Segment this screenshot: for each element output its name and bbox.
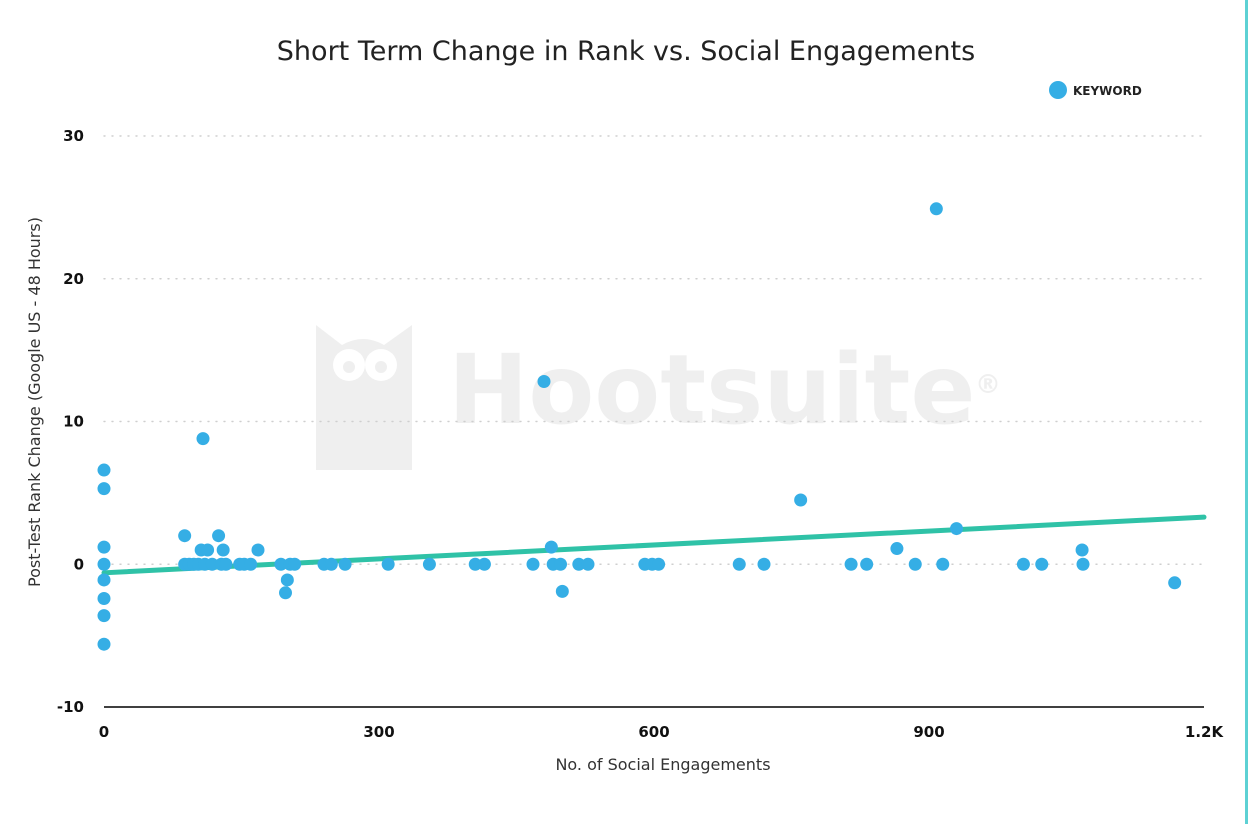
data-point (97, 573, 111, 587)
data-point (279, 586, 292, 600)
data-point (1168, 576, 1182, 590)
data-points (97, 202, 1182, 651)
y-tick-label: 0 (74, 555, 84, 573)
x-tick-label: 300 (363, 723, 394, 741)
data-point (97, 609, 111, 623)
data-point (97, 637, 111, 651)
data-point (216, 543, 230, 557)
right-edge-accent (1245, 0, 1248, 824)
y-axis-label: Post-Test Rank Change (Google US - 48 Ho… (25, 217, 44, 587)
x-axis-ticks: 0 300 600 900 1.2K (99, 723, 1225, 741)
data-point (288, 557, 302, 571)
y-tick-label: 30 (63, 127, 84, 145)
watermark-text: Hootsuite (448, 334, 976, 446)
data-point (196, 432, 210, 446)
data-point (468, 557, 482, 571)
chart-title: Short Term Change in Rank vs. Social Eng… (277, 36, 975, 67)
data-point (732, 557, 746, 571)
x-tick-label: 600 (638, 723, 669, 741)
data-point (219, 557, 233, 571)
data-point (244, 557, 258, 571)
data-point (97, 482, 111, 496)
data-point (936, 557, 950, 571)
data-point (554, 557, 567, 571)
legend-label-keyword: KEYWORD (1073, 84, 1142, 98)
x-axis-label: No. of Social Engagements (555, 755, 770, 774)
watermark: Hootsuite ® (316, 325, 1001, 470)
legend: KEYWORD (1049, 81, 1142, 99)
data-point (555, 584, 569, 598)
data-point (544, 540, 558, 554)
data-point (526, 557, 540, 571)
x-tick-label: 1.2K (1185, 723, 1225, 741)
legend-marker-keyword (1049, 81, 1067, 99)
data-point (950, 522, 963, 536)
y-tick-label: -10 (57, 698, 84, 716)
data-point (581, 557, 595, 571)
x-tick-label: 900 (913, 723, 944, 741)
data-point (537, 375, 551, 389)
data-point (1016, 557, 1030, 571)
data-point (477, 557, 491, 571)
data-point (205, 557, 219, 571)
x-tick-label: 0 (99, 723, 109, 741)
watermark-registered-mark: ® (975, 370, 1001, 400)
y-tick-label: 20 (63, 270, 84, 288)
data-point (844, 557, 858, 571)
data-point (338, 557, 352, 571)
data-point (324, 557, 338, 571)
data-point (97, 540, 111, 554)
data-point (97, 463, 111, 477)
data-point (201, 543, 215, 557)
data-point (860, 557, 874, 571)
data-point (422, 557, 436, 571)
data-point (652, 557, 666, 571)
data-point (1035, 557, 1049, 571)
y-tick-label: 10 (63, 413, 84, 431)
data-point (280, 573, 294, 587)
data-point (381, 557, 395, 571)
owl-logo-icon (316, 325, 412, 470)
data-point (794, 493, 808, 507)
data-point (212, 529, 226, 543)
data-point (890, 542, 904, 556)
data-point (274, 557, 288, 571)
data-point (178, 529, 192, 543)
data-point (97, 557, 111, 571)
data-point (572, 557, 586, 571)
data-point (251, 543, 265, 557)
data-point (1076, 557, 1090, 571)
y-axis-ticks: 30 20 10 0 -10 (57, 127, 84, 716)
data-point (97, 592, 111, 606)
data-point (757, 557, 771, 571)
data-point (908, 557, 922, 571)
data-point (929, 202, 943, 216)
data-point (1075, 543, 1089, 557)
